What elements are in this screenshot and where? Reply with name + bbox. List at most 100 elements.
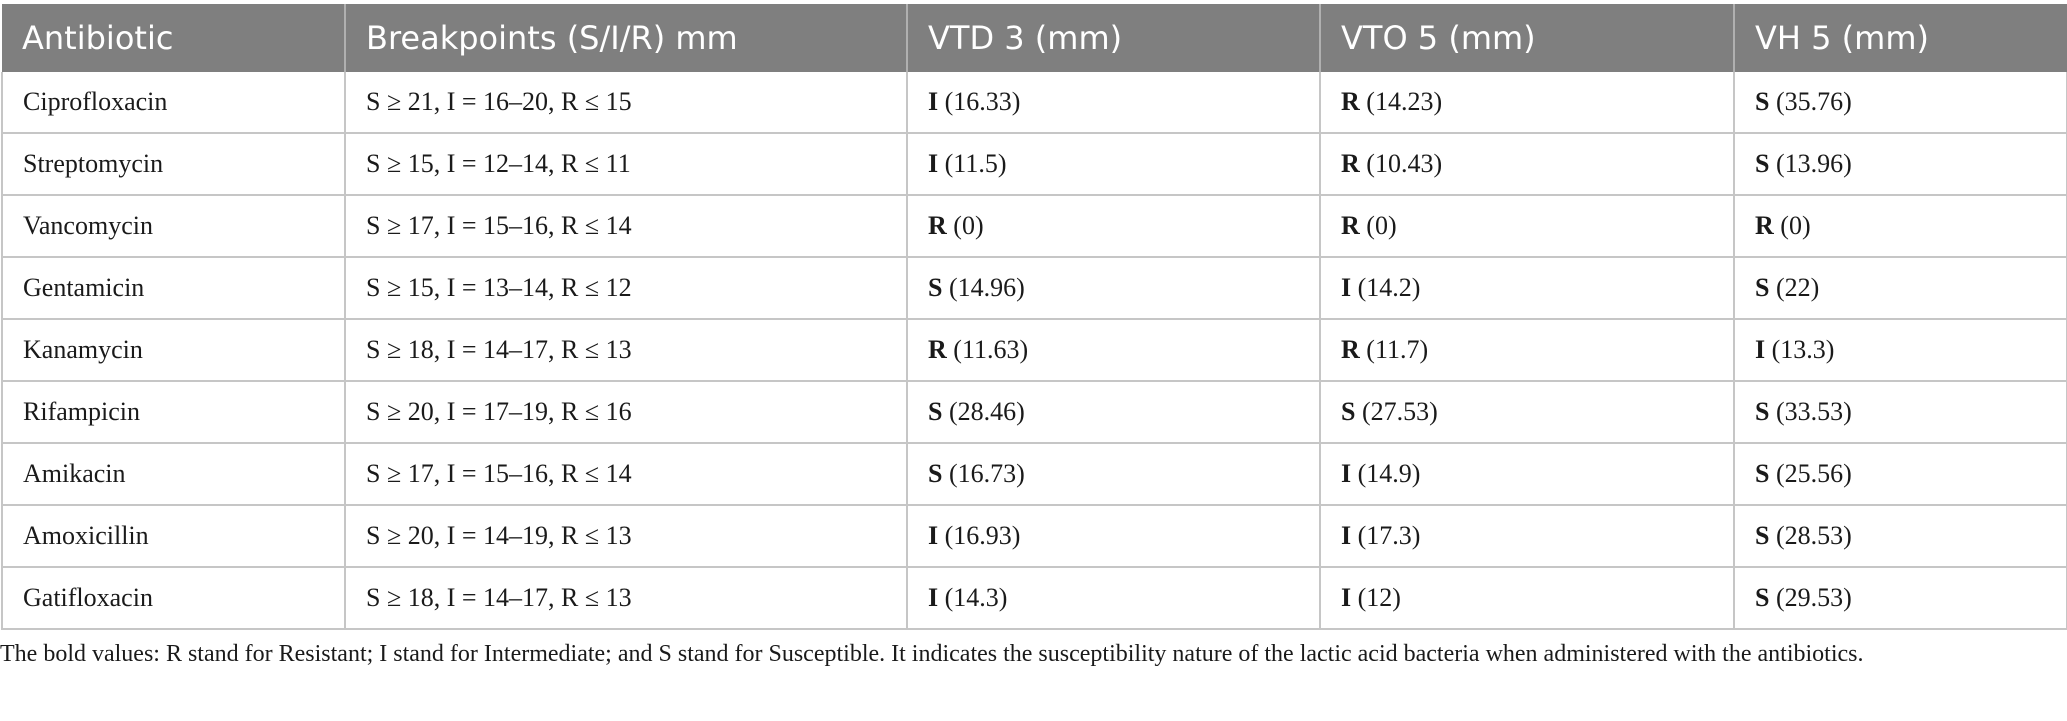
zone-diameter-value: (14.2): [1357, 273, 1421, 302]
zone-diameter-value: (0): [953, 211, 984, 240]
table-row: Kanamycin S ≥ 18, I = 14–17, R ≤ 13 R (11.…: [1, 319, 2067, 382]
susceptibility-code: S: [1755, 459, 1770, 488]
susceptibility-code: R: [1755, 211, 1774, 240]
susceptibility-code: I: [1341, 521, 1352, 550]
table-body: Ciprofloxacin S ≥ 21, I = 16–20, R ≤ 15 I …: [1, 72, 2067, 630]
cell-breakpoints: S ≥ 18, I = 14–17, R ≤ 13: [344, 567, 907, 630]
zone-diameter-value: (33.53): [1775, 397, 1852, 426]
susceptibility-code: S: [1755, 149, 1770, 178]
susceptibility-code: R: [928, 335, 947, 364]
zone-diameter-value: (12): [1357, 583, 1401, 612]
susceptibility-code: S: [1755, 583, 1770, 612]
zone-diameter-value: (14.3): [944, 583, 1008, 612]
susceptibility-code: I: [1341, 583, 1352, 612]
cell-vtd3: I (16.93): [906, 505, 1320, 568]
zone-diameter-value: (17.3): [1357, 521, 1421, 550]
header-vtd3: VTD 3 (mm): [906, 4, 1320, 72]
cell-breakpoints: S ≥ 17, I = 15–16, R ≤ 14: [344, 195, 907, 258]
cell-vtd3: R (11.63): [906, 319, 1320, 382]
zone-diameter-value: (28.53): [1775, 521, 1852, 550]
zone-diameter-value: (11.63): [953, 335, 1029, 364]
susceptibility-code: S: [1755, 87, 1770, 116]
susceptibility-code: S: [928, 459, 943, 488]
cell-vtd3: I (14.3): [906, 567, 1320, 630]
cell-vh5: S (25.56): [1733, 443, 2067, 506]
table-row: Amikacin S ≥ 17, I = 15–16, R ≤ 14 S (16.7…: [1, 443, 2067, 506]
cell-breakpoints: S ≥ 20, I = 17–19, R ≤ 16: [344, 381, 907, 444]
cell-breakpoints: S ≥ 18, I = 14–17, R ≤ 13: [344, 319, 907, 382]
susceptibility-code: R: [928, 211, 947, 240]
table-header: Antibiotic Breakpoints (S/I/R) mm VTD 3 …: [2, 4, 2067, 72]
zone-diameter-value: (11.5): [944, 149, 1007, 178]
zone-diameter-value: (10.43): [1366, 149, 1443, 178]
cell-vh5: I (13.3): [1733, 319, 2067, 382]
susceptibility-code: I: [1341, 273, 1352, 302]
zone-diameter-value: (27.53): [1361, 397, 1438, 426]
antibiotic-susceptibility-table: Antibiotic Breakpoints (S/I/R) mm VTD 3 …: [1, 4, 2067, 630]
zone-diameter-value: (28.46): [948, 397, 1025, 426]
zone-diameter-value: (13.3): [1771, 335, 1835, 364]
susceptibility-code: S: [1755, 273, 1770, 302]
zone-diameter-value: (0): [1366, 211, 1397, 240]
header-row: Antibiotic Breakpoints (S/I/R) mm VTD 3 …: [2, 4, 2067, 72]
cell-vto5: R (0): [1319, 195, 1734, 258]
cell-antibiotic: Gatifloxacin: [1, 567, 345, 630]
cell-vtd3: S (28.46): [906, 381, 1320, 444]
zone-diameter-value: (16.33): [944, 87, 1021, 116]
cell-breakpoints: S ≥ 17, I = 15–16, R ≤ 14: [344, 443, 907, 506]
cell-antibiotic: Ciprofloxacin: [1, 72, 345, 134]
cell-breakpoints: S ≥ 15, I = 13–14, R ≤ 12: [344, 257, 907, 320]
table-row: Gatifloxacin S ≥ 18, I = 14–17, R ≤ 13 I (…: [1, 567, 2067, 630]
susceptibility-code: I: [1755, 335, 1766, 364]
zone-diameter-value: (0): [1780, 211, 1811, 240]
cell-vtd3: I (16.33): [906, 72, 1320, 134]
susceptibility-code: R: [1341, 87, 1360, 116]
table-row: Vancomycin S ≥ 17, I = 15–16, R ≤ 14 R (0)…: [1, 195, 2067, 258]
cell-vto5: R (10.43): [1319, 133, 1734, 196]
cell-antibiotic: Streptomycin: [1, 133, 345, 196]
header-vto5: VTO 5 (mm): [1319, 4, 1734, 72]
susceptibility-code: S: [1755, 397, 1770, 426]
table-row: Ciprofloxacin S ≥ 21, I = 16–20, R ≤ 15 I …: [1, 72, 2067, 134]
zone-diameter-value: (14.96): [948, 273, 1025, 302]
cell-vto5: R (11.7): [1319, 319, 1734, 382]
cell-vh5: S (33.53): [1733, 381, 2067, 444]
cell-vto5: I (14.2): [1319, 257, 1734, 320]
cell-vh5: S (35.76): [1733, 72, 2067, 134]
cell-breakpoints: S ≥ 15, I = 12–14, R ≤ 11: [344, 133, 907, 196]
cell-vh5: S (13.96): [1733, 133, 2067, 196]
zone-diameter-value: (16.93): [944, 521, 1021, 550]
susceptibility-code: I: [928, 149, 939, 178]
table-row: Gentamicin S ≥ 15, I = 13–14, R ≤ 12 S (14…: [1, 257, 2067, 320]
susceptibility-code: R: [1341, 211, 1360, 240]
susceptibility-code: I: [928, 521, 939, 550]
cell-vto5: I (14.9): [1319, 443, 1734, 506]
susceptibility-code: I: [928, 583, 939, 612]
zone-diameter-value: (29.53): [1775, 583, 1852, 612]
susceptibility-code: S: [1755, 521, 1770, 550]
susceptibility-code: R: [1341, 149, 1360, 178]
cell-antibiotic: Kanamycin: [1, 319, 345, 382]
zone-diameter-value: (14.9): [1357, 459, 1421, 488]
cell-antibiotic: Vancomycin: [1, 195, 345, 258]
cell-vtd3: S (16.73): [906, 443, 1320, 506]
cell-vto5: I (17.3): [1319, 505, 1734, 568]
header-vh5: VH 5 (mm): [1733, 4, 2067, 72]
cell-vh5: S (22): [1733, 257, 2067, 320]
susceptibility-code: I: [928, 87, 939, 116]
cell-antibiotic: Amoxicillin: [1, 505, 345, 568]
zone-diameter-value: (11.7): [1366, 335, 1429, 364]
cell-vtd3: S (14.96): [906, 257, 1320, 320]
table-row: Amoxicillin S ≥ 20, I = 14–19, R ≤ 13 I (1…: [1, 505, 2067, 568]
susceptibility-code: S: [928, 273, 943, 302]
table-footnote: The bold values: R stand for Resistant; …: [0, 641, 1864, 667]
zone-diameter-value: (16.73): [948, 459, 1025, 488]
susceptibility-code: I: [1341, 459, 1352, 488]
cell-vh5: S (28.53): [1733, 505, 2067, 568]
cell-vto5: S (27.53): [1319, 381, 1734, 444]
cell-vtd3: R (0): [906, 195, 1320, 258]
zone-diameter-value: (22): [1775, 273, 1820, 302]
header-breakpoints: Breakpoints (S/I/R) mm: [344, 4, 907, 72]
header-antibiotic: Antibiotic: [2, 4, 345, 72]
susceptibility-code: S: [1341, 397, 1356, 426]
